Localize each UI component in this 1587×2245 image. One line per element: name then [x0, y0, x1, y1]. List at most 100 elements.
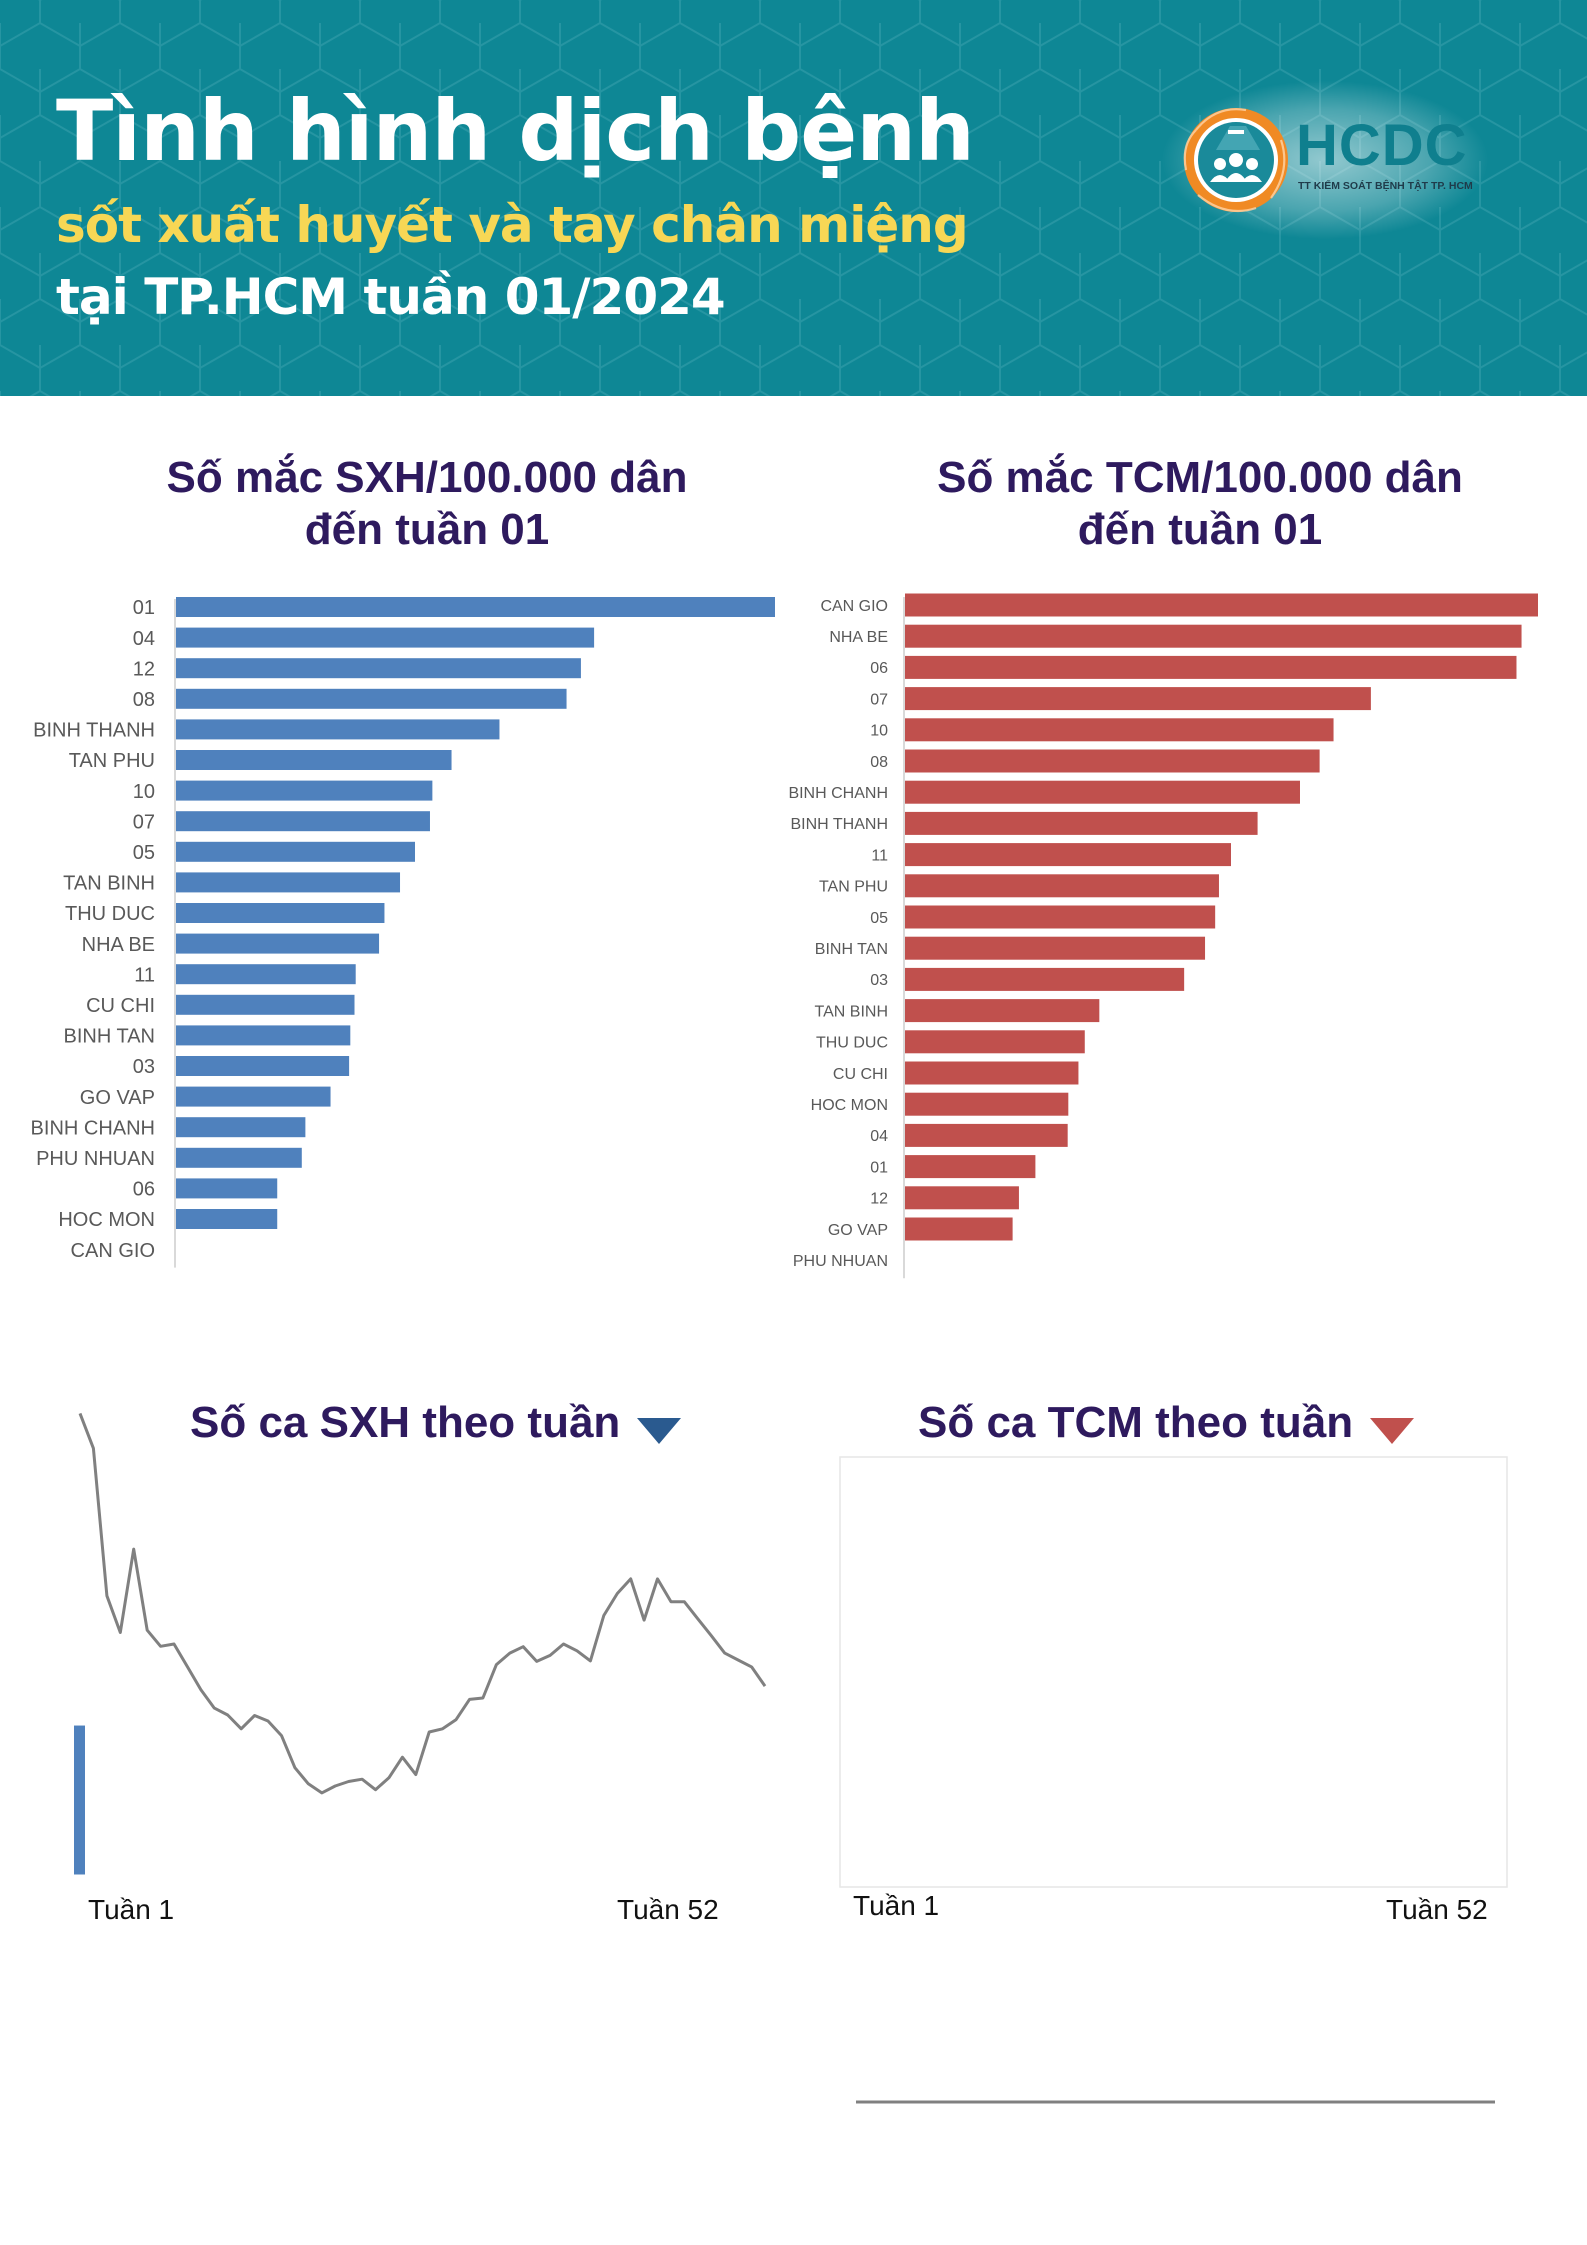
pattern-stroke — [599, 23, 681, 93]
tcm-rate-bar — [905, 1061, 1079, 1085]
pattern-stroke — [599, 299, 681, 369]
pattern-stroke — [39, 23, 121, 93]
page-title: Tình hình dịch bệnh — [56, 82, 975, 180]
tcm-rate-bar — [905, 967, 1185, 991]
pattern-stroke — [1389, 345, 1411, 396]
pattern-stroke — [879, 0, 961, 47]
pattern-stroke — [1479, 299, 1561, 369]
tcm-rate-bar — [905, 687, 1371, 711]
sxh-rate-category-label: 04 — [133, 628, 155, 650]
pattern-stroke — [1039, 253, 1121, 323]
pattern-stroke — [679, 207, 761, 277]
pattern-stroke — [159, 69, 241, 139]
pattern-stroke — [479, 161, 561, 231]
pattern-stroke — [799, 253, 881, 323]
pattern-stroke — [1199, 0, 1281, 47]
pattern-stroke — [119, 23, 201, 93]
sxh-rate-category-label: 06 — [133, 1179, 155, 1201]
pattern-stroke — [959, 161, 1041, 231]
tcm-rate-bar — [905, 1186, 1019, 1210]
pattern-stroke — [679, 23, 761, 93]
sxh-rate-category-label: BINH THANH — [33, 720, 155, 742]
pattern-stroke — [1559, 259, 1587, 277]
pattern-stroke — [1149, 345, 1171, 396]
tcm-rate-bar — [905, 1092, 1069, 1116]
tcm-rate-bar — [905, 999, 1100, 1023]
pattern-stroke — [839, 207, 921, 277]
pattern-stroke — [759, 299, 841, 369]
pattern-stroke — [1559, 167, 1587, 185]
pattern-stroke — [199, 23, 281, 93]
pattern-stroke — [1309, 345, 1331, 396]
pattern-stroke — [829, 345, 851, 396]
pattern-stroke — [1559, 351, 1587, 369]
pattern-stroke — [439, 207, 521, 277]
sxh-rate-bar — [176, 719, 500, 740]
sxh-x-end-label: Tuần 52 — [617, 1894, 719, 1925]
pattern-stroke — [79, 0, 161, 47]
tcm-rate-bar — [905, 780, 1300, 804]
page-subtitle: sốt xuất huyết và tay chân miệng — [56, 196, 969, 254]
pattern-stroke — [749, 345, 771, 396]
page-location-week: tại TP.HCM tuần 01/2024 — [56, 268, 726, 326]
pattern-stroke — [909, 345, 931, 396]
pattern-stroke — [119, 207, 201, 277]
tcm-weekly-chart-title: Số ca TCM theo tuần — [918, 1398, 1354, 1447]
sxh-rate-bar — [176, 964, 356, 985]
tcm-rate-category-label: TAN PHU — [819, 879, 888, 896]
pattern-stroke — [239, 253, 321, 323]
pattern-stroke — [559, 253, 641, 323]
pattern-stroke — [39, 207, 121, 277]
sxh-rate-chart-title: Số mắc SXH/100.000 dân đến tuần 01 — [60, 452, 794, 556]
pattern-stroke — [1159, 299, 1241, 369]
logo-wordmark: HCDC — [1296, 113, 1468, 178]
pattern-stroke — [239, 69, 321, 139]
sxh-rate-category-label: HOC MON — [58, 1209, 155, 1231]
pattern-stroke — [919, 299, 1001, 369]
tcm-rate-bar — [905, 1123, 1068, 1147]
pattern-stroke — [199, 299, 281, 369]
pattern-stroke — [1039, 0, 1121, 47]
pattern-stroke — [0, 299, 41, 369]
pattern-stroke — [999, 207, 1081, 277]
tcm-rate-category-label: PHU NHUAN — [793, 1253, 888, 1270]
pattern-stroke — [519, 207, 601, 277]
hcdc-logo: HCDC TT KIỂM SOÁT BỆNH TẬT TP. HCM — [1160, 80, 1490, 240]
tcm-rate-chart-title: Số mắc TCM/100.000 dân đến tuần 01 — [830, 452, 1570, 556]
tcm-rate-bar — [905, 593, 1538, 617]
pattern-stroke — [109, 345, 131, 396]
pattern-stroke — [519, 115, 601, 185]
tcm-rate-category-label: 12 — [870, 1191, 888, 1208]
tcm-rate-bar — [905, 811, 1258, 835]
pattern-stroke — [359, 115, 441, 185]
tcm-rate-bar — [905, 1030, 1085, 1054]
pattern-stroke — [679, 115, 761, 185]
sxh-rate-bar — [176, 658, 581, 679]
sxh-rate-bar — [176, 688, 567, 709]
pattern-stroke — [639, 161, 721, 231]
tcm-rate-category-label: 10 — [870, 723, 888, 740]
pattern-stroke — [839, 115, 921, 185]
pattern-stroke — [359, 207, 441, 277]
pattern-stroke — [959, 69, 1041, 139]
tcm-rate-category-label: 08 — [870, 754, 888, 771]
sxh-rate-bar — [176, 780, 433, 801]
pattern-stroke — [119, 299, 201, 369]
pattern-stroke — [0, 253, 81, 323]
tcm-rate-category-label: THU DUC — [816, 1035, 888, 1052]
tcm-rate-category-label: 05 — [870, 910, 888, 927]
pattern-stroke — [639, 69, 721, 139]
pattern-stroke — [519, 23, 601, 93]
pattern-stroke — [319, 161, 401, 231]
sxh-weekly-current-week-bar — [74, 1725, 85, 1875]
tcm-rate-category-label: GO VAP — [828, 1222, 888, 1239]
pattern-stroke — [1079, 115, 1161, 185]
pattern-stroke — [559, 161, 641, 231]
pattern-stroke — [29, 345, 51, 396]
pattern-stroke — [1439, 253, 1521, 323]
pattern-stroke — [599, 207, 681, 277]
pattern-stroke — [279, 23, 361, 93]
sxh-rate-bar-chart: 01 04 12 08 BINH THANH TAN PHU 10 07 05 TAN BINH T… — [31, 597, 775, 1268]
tcm-rate-category-label: 06 — [870, 660, 888, 677]
pattern-stroke — [0, 207, 41, 277]
